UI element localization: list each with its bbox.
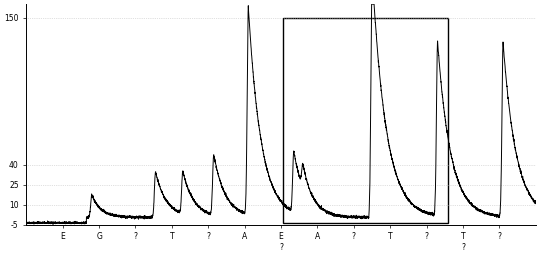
Bar [283,18,449,223]
